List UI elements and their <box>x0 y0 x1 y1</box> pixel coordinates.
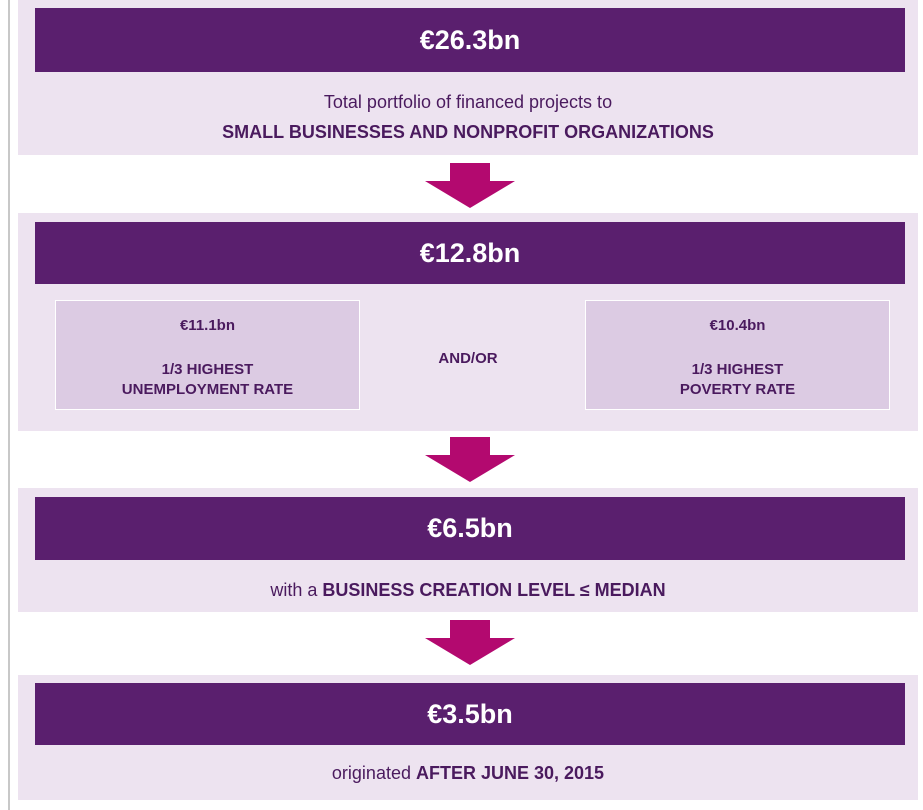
sub-box: €10.4bn 1/3 HIGHEST POVERTY RATE <box>585 300 890 410</box>
description: Total portfolio of financed projects to <box>323 92 613 112</box>
description-emphasis: AFTER JUNE 30, 2015 <box>415 763 605 783</box>
sub-box: €11.1bn 1/3 HIGHEST UNEMPLOYMENT RATE <box>55 300 360 410</box>
amount-bar: €12.8bn <box>35 222 905 284</box>
description: with a BUSINESS CREATION LEVEL ≤ MEDIAN <box>18 580 918 601</box>
description-emphasis: SMALL BUSINESSES AND NONPROFIT ORGANIZAT… <box>222 122 714 142</box>
sub-label: 1/3 HIGHEST <box>691 361 784 378</box>
sub-amount: €11.1bn <box>179 317 236 334</box>
description-emphasis: BUSINESS CREATION LEVEL ≤ MEDIAN <box>322 580 666 600</box>
arrow <box>425 620 515 665</box>
stage-panel: €6.5bn with a BUSINESS CREATION LEVEL ≤ … <box>18 488 918 612</box>
arrow <box>425 163 515 208</box>
arrow <box>425 437 515 482</box>
sub-label: 1/3 HIGHEST <box>161 361 254 378</box>
amount-bar: €6.5bn <box>35 497 905 560</box>
description-prefix: originated <box>331 763 416 783</box>
left-border <box>8 0 10 810</box>
stage-panel: €12.8bn €11.1bn 1/3 HIGHEST UNEMPLOYMENT… <box>18 213 918 431</box>
sub-amount: €10.4bn <box>709 317 766 334</box>
sub-label: POVERTY RATE <box>679 381 796 398</box>
sub-label: UNEMPLOYMENT RATE <box>121 381 294 398</box>
stage-panel: €3.5bn originated AFTER JUNE 30, 2015 <box>18 675 918 800</box>
amount-bar: €3.5bn <box>35 683 905 745</box>
connector: AND/OR <box>438 350 498 367</box>
description: originated AFTER JUNE 30, 2015 <box>18 763 918 784</box>
amount-bar: €26.3bn <box>35 8 905 72</box>
description-prefix: with a <box>270 580 323 600</box>
stage-panel: €26.3bn Total portfolio of financed proj… <box>18 0 918 155</box>
